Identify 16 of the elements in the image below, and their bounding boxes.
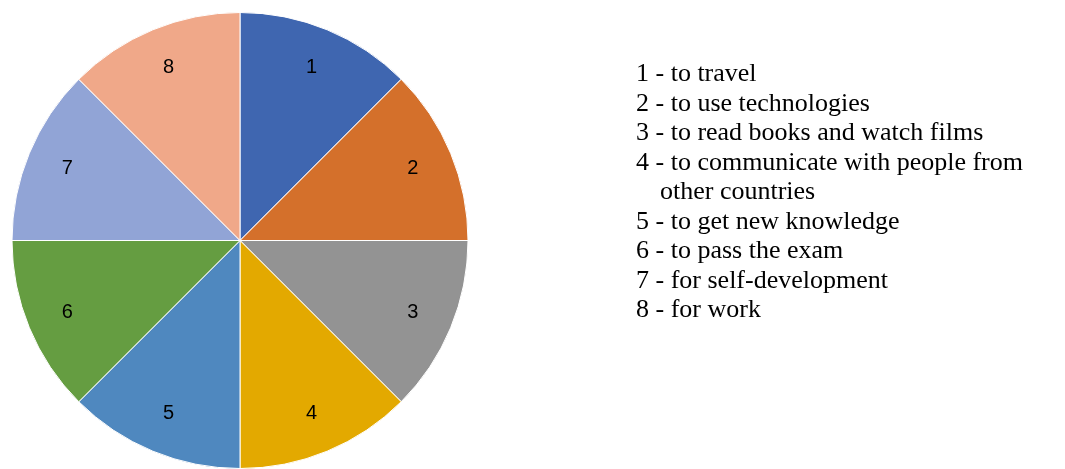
slice-label: 6	[61, 299, 73, 322]
text: 6 - to pass the exam	[636, 235, 845, 265]
text: 5 - to get new knowledge	[636, 205, 901, 235]
text: 7 - for self-development	[636, 264, 889, 294]
slice-label: 3	[407, 299, 419, 322]
text: 3 - to read books and watch films	[636, 117, 985, 147]
text: 8 - for work	[636, 294, 762, 324]
text: 4 - to communicate with people from other countries	[636, 146, 1024, 206]
slice-label: 8	[162, 55, 175, 78]
slice-label: 5	[162, 400, 175, 423]
slice-label: 2	[407, 156, 419, 179]
slice-label: 4	[305, 400, 318, 423]
slice-label: 1	[305, 55, 318, 78]
text: 1 - to travel	[636, 58, 758, 88]
slice-label: 7	[61, 156, 73, 179]
text: 2 - to use technologies	[636, 87, 871, 117]
